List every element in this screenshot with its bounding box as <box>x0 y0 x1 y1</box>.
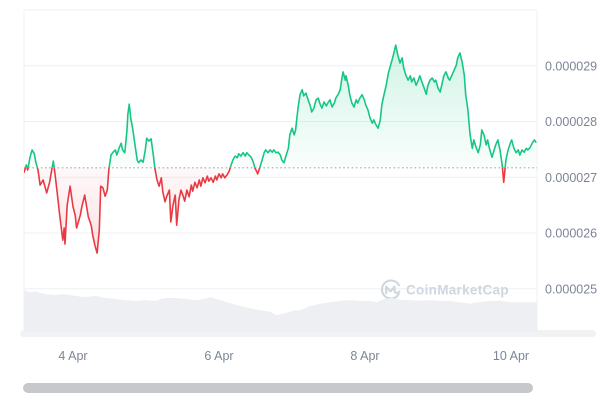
y-axis-label: 0.000028 <box>545 115 597 129</box>
y-axis-label: 0.000029 <box>545 59 597 73</box>
x-axis-label: 8 Apr <box>350 349 379 363</box>
coinmarketcap-logo-icon <box>380 279 402 300</box>
x-axis-label: 6 Apr <box>204 349 233 363</box>
watermark-text: CoinMarketCap <box>406 283 509 298</box>
x-axis-label: 4 Apr <box>58 349 87 363</box>
gridlines <box>23 9 538 332</box>
price-area-down <box>24 167 506 254</box>
x-axis-labels: 4 Apr 6 Apr 8 Apr 10 Apr <box>58 349 529 363</box>
y-axis-labels: 0.000029 0.000028 0.000027 0.000026 0.000025 <box>545 59 597 296</box>
chart-scrollbar[interactable] <box>23 383 533 393</box>
price-line-up <box>24 44 537 168</box>
price-area-up <box>24 45 536 168</box>
x-axis-label: 10 Apr <box>493 349 529 363</box>
watermark: CoinMarketCap <box>380 279 509 300</box>
y-axis-label: 0.000026 <box>545 227 597 241</box>
volume-area <box>24 290 538 332</box>
y-axis-label: 0.000025 <box>545 282 597 296</box>
y-axis-label: 0.000027 <box>545 171 597 185</box>
